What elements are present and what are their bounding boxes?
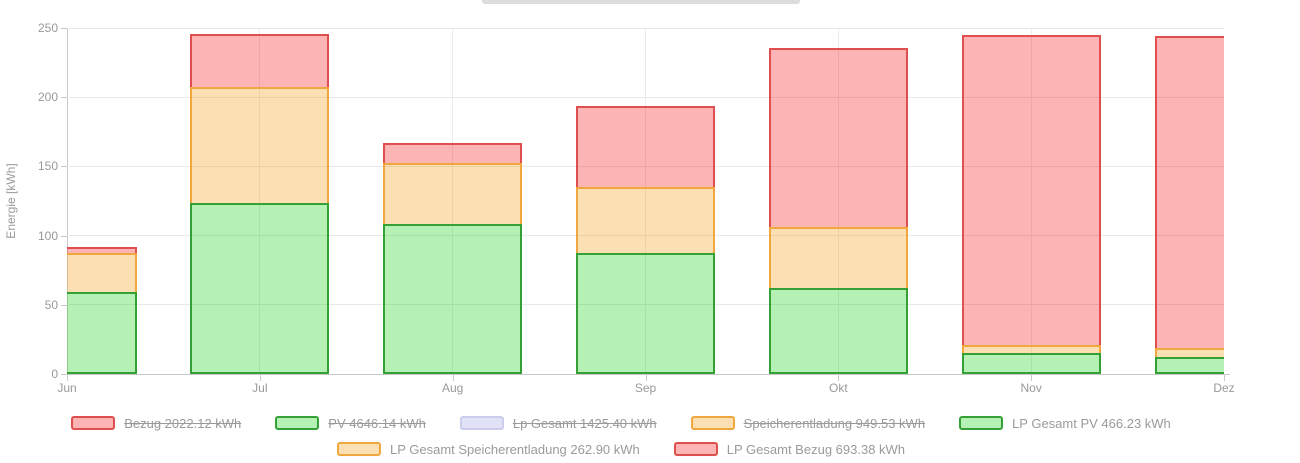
top-cropped-element	[482, 0, 800, 4]
x-tick-Jun	[67, 375, 68, 381]
x-tick-Nov	[1031, 375, 1033, 381]
y-tick-50	[61, 304, 67, 306]
gridline-x-Aug	[452, 28, 454, 374]
x-tick-label-Sep: Sep	[634, 381, 657, 395]
x-tick-label-Okt: Okt	[828, 381, 848, 395]
y-tick-250	[61, 28, 67, 29]
gridline-x-Dez	[1223, 28, 1224, 374]
bar-segment-okt-lp-gesamt-pv[interactable]	[768, 288, 908, 374]
x-axis-line	[61, 374, 1230, 375]
legend-swatch	[275, 416, 320, 430]
x-tick-label-Aug: Aug	[441, 381, 464, 395]
y-tick-200	[61, 97, 67, 99]
gridline-x-Sep	[645, 28, 646, 374]
bar-segment-dez-lp-gesamt-pv[interactable]	[1154, 356, 1224, 374]
legend-row-1: Bezug 2022.12 kWh PV 4646.14 kWh Lp Gesamt…	[0, 413, 1242, 433]
legend-swatch	[336, 442, 381, 456]
legend-swatch	[71, 416, 116, 430]
y-tick-label-100: 100	[37, 228, 58, 243]
bar-segment-sep-lp-gesamt-bezug[interactable]	[576, 106, 715, 188]
y-tick-label-50: 50	[44, 297, 58, 312]
legend-item-1-4[interactable]: LP Gesamt PV 466.23 kWh	[959, 416, 1171, 431]
y-tick-100	[61, 235, 67, 237]
y-tick-label-150: 150	[37, 159, 58, 174]
x-tick-Dez	[1224, 375, 1225, 381]
bar-segment-aug-lp-gesamt-pv[interactable]	[383, 224, 523, 374]
legend-swatch	[459, 416, 504, 430]
legend-swatch	[673, 442, 718, 456]
y-axis-title: Energie [kWh]	[4, 163, 18, 239]
y-tick-label-250: 250	[37, 21, 58, 35]
x-tick-Aug	[452, 375, 454, 381]
legend-label: LP Gesamt PV 466.23 kWh	[1012, 415, 1171, 431]
legend-label: Bezug 2022.12 kWh	[124, 415, 242, 431]
legend-item-2-1[interactable]: LP Gesamt Bezug 693.38 kWh	[673, 441, 906, 457]
bar-segment-sep-lp-gesamt-pv[interactable]	[576, 253, 715, 374]
x-tick-label-Nov: Nov	[1020, 381, 1042, 395]
bar-segment-jul-lp-gesamt-speicherentladung[interactable]	[190, 86, 330, 203]
x-tick-Jul	[259, 375, 261, 381]
legend-label: Speicherentladung 949.53 kWh	[743, 415, 926, 431]
legend-label: PV 4646.14 kWh	[328, 415, 426, 431]
legend-row-2: LP Gesamt Speicherentladung 262.90 kWh LP…	[0, 439, 1242, 459]
y-tick-150	[61, 166, 67, 168]
y-axis-line	[67, 28, 68, 374]
legend-item-1-2[interactable]: Lp Gesamt 1425.40 kWh	[459, 415, 657, 431]
gridline-x-Okt	[837, 28, 839, 374]
legend-item-2-0[interactable]: LP Gesamt Speicherentladung 262.90 kWh	[336, 441, 640, 457]
legend-item-1-3[interactable]: Speicherentladung 949.53 kWh	[690, 415, 926, 431]
plot-area	[67, 28, 1224, 374]
y-tick-label-200: 200	[37, 90, 58, 105]
bar-segment-jul-lp-gesamt-bezug[interactable]	[190, 33, 330, 87]
y-tick-label-0: 0	[51, 367, 58, 381]
x-tick-label-Jul: Jul	[252, 381, 268, 395]
bar-segment-aug-lp-gesamt-bezug[interactable]	[383, 143, 523, 164]
x-tick-Sep	[645, 375, 647, 381]
x-tick-label-Dez: Dez	[1213, 381, 1235, 395]
bar-segment-jun-lp-gesamt-pv[interactable]	[67, 292, 137, 374]
x-tick-label-Jun: Jun	[57, 381, 77, 395]
bar-segment-dez-lp-gesamt-bezug[interactable]	[1154, 36, 1224, 349]
bar-segment-okt-lp-gesamt-bezug[interactable]	[768, 48, 908, 227]
bar-segment-aug-lp-gesamt-speicherentladung[interactable]	[383, 163, 523, 225]
bar-segment-jun-lp-gesamt-speicherentladung[interactable]	[67, 253, 137, 293]
bar-segment-nov-lp-gesamt-speicherentladung[interactable]	[961, 344, 1101, 354]
gridline-x-Nov	[1030, 28, 1032, 374]
x-tick-Okt	[838, 375, 840, 381]
legend-swatch	[690, 416, 735, 430]
legend-label: Lp Gesamt 1425.40 kWh	[512, 415, 657, 431]
bar-segment-jun-lp-gesamt-bezug[interactable]	[67, 246, 137, 254]
bar-segment-nov-lp-gesamt-bezug[interactable]	[961, 34, 1101, 345]
bar-segment-nov-lp-gesamt-pv[interactable]	[961, 353, 1101, 374]
legend-label: LP Gesamt Bezug 693.38 kWh	[726, 441, 906, 457]
legend-item-1-0[interactable]: Bezug 2022.12 kWh	[71, 416, 241, 431]
legend-swatch	[959, 416, 1004, 430]
bar-segment-jul-lp-gesamt-pv[interactable]	[190, 202, 330, 374]
legend-label: LP Gesamt Speicherentladung 262.90 kWh	[389, 441, 640, 457]
gridline-x-Jul	[259, 28, 261, 374]
legend-item-1-1[interactable]: PV 4646.14 kWh	[275, 416, 426, 431]
bar-segment-dez-lp-gesamt-speicherentladung[interactable]	[1154, 348, 1224, 357]
bar-segment-sep-lp-gesamt-speicherentladung[interactable]	[576, 187, 715, 254]
chart-legend: Bezug 2022.12 kWh PV 4646.14 kWh Lp Gesamt…	[0, 413, 1242, 463]
bar-segment-okt-lp-gesamt-speicherentladung[interactable]	[768, 226, 908, 289]
y-tick-0	[61, 374, 67, 375]
